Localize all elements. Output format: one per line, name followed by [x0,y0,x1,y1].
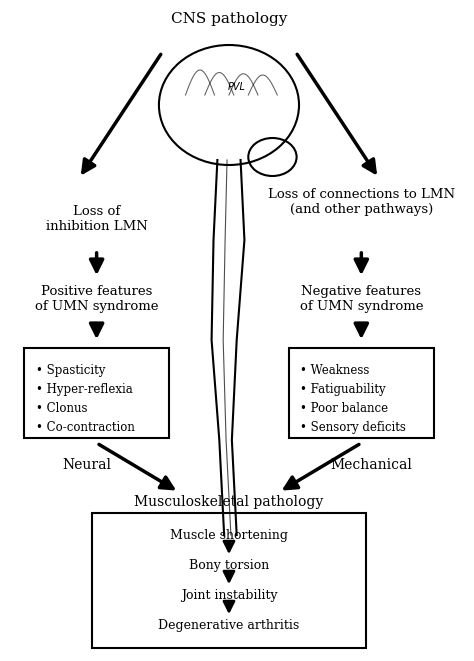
Text: Degenerative arthritis: Degenerative arthritis [158,619,300,632]
Text: Muscle shortening: Muscle shortening [170,529,288,542]
Text: Mechanical: Mechanical [330,458,412,472]
Text: • Fatiguability: • Fatiguability [301,383,386,396]
Text: • Hyper-reflexia: • Hyper-reflexia [36,383,133,396]
Text: Positive features
of UMN syndrome: Positive features of UMN syndrome [35,285,158,313]
Text: CNS pathology: CNS pathology [171,12,287,26]
Text: • Weakness: • Weakness [301,364,370,377]
Text: PVL: PVL [228,82,246,92]
Text: Neural: Neural [63,458,111,472]
Text: Joint instability: Joint instability [181,589,277,602]
Text: • Spasticity: • Spasticity [36,364,105,377]
Text: Musculoskeletal pathology: Musculoskeletal pathology [134,495,324,509]
Text: Negative features
of UMN syndrome: Negative features of UMN syndrome [300,285,423,313]
Text: • Clonus: • Clonus [36,402,87,415]
Text: • Sensory deficits: • Sensory deficits [301,421,406,434]
Text: Bony torsion: Bony torsion [189,559,269,572]
Text: • Poor balance: • Poor balance [301,402,389,415]
Text: Loss of connections to LMN
(and other pathways): Loss of connections to LMN (and other pa… [268,188,455,216]
Text: • Co-contraction: • Co-contraction [36,421,135,434]
Text: Loss of
inhibition LMN: Loss of inhibition LMN [46,205,147,233]
